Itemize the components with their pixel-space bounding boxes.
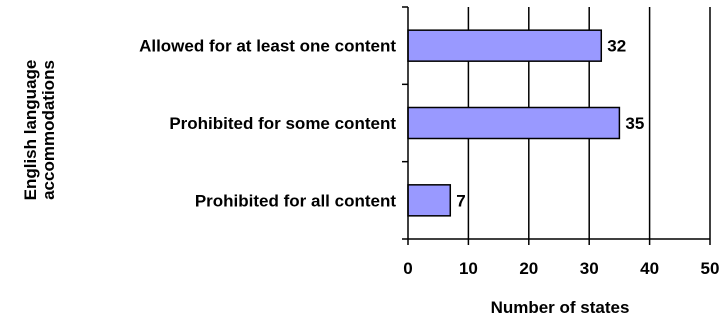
bar-1 <box>407 29 603 62</box>
bar-3 <box>407 184 452 217</box>
x-axis-title: Number of states <box>491 298 630 317</box>
x-tick-label-50: 50 <box>701 259 720 278</box>
y-axis-title: English language accommodations <box>21 60 58 201</box>
labels: 32 Allowed for at least one content 35 Proh… <box>139 37 719 278</box>
x-tick-label-20: 20 <box>519 259 538 278</box>
x-tick-label-40: 40 <box>640 259 659 278</box>
x-tick-label-10: 10 <box>459 259 478 278</box>
bar-2 <box>407 106 621 140</box>
category-label-2: Prohibited for some content <box>169 114 396 133</box>
category-label-3: Prohibited for all content <box>195 191 397 210</box>
data-label-3: 7 <box>456 191 465 210</box>
y-axis-title-line-1: English language <box>21 60 40 201</box>
data-label-2: 35 <box>625 114 644 133</box>
data-label-1: 32 <box>607 37 626 56</box>
x-tick-label-30: 30 <box>580 259 599 278</box>
y-axis-title-line-2: accommodations <box>39 60 58 200</box>
axes <box>402 6 711 245</box>
bars <box>407 29 621 217</box>
category-label-1: Allowed for at least one content <box>139 37 396 56</box>
x-tick-label-0: 0 <box>403 259 412 278</box>
